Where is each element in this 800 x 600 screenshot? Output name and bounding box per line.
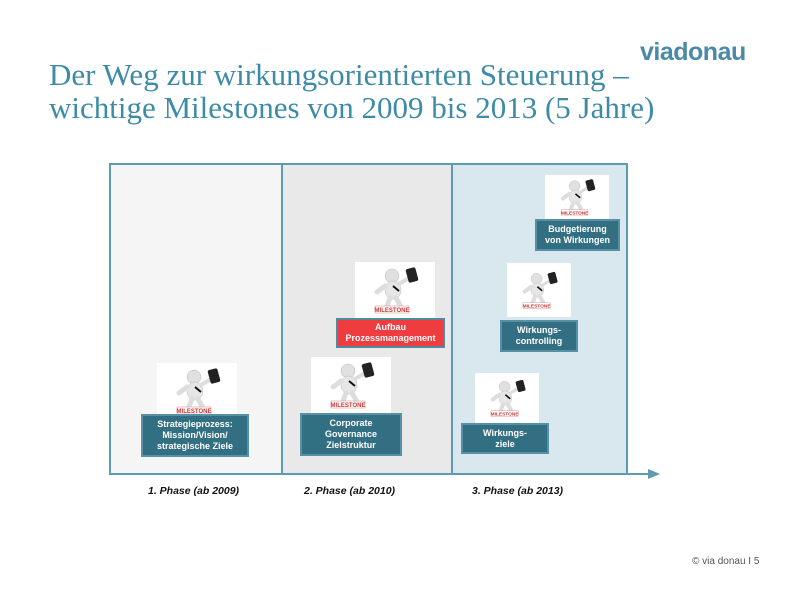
viadonau-logo: viadonau (640, 38, 746, 66)
milestone-figure-icon: MILESTONE (545, 175, 609, 219)
svg-text:MILESTONE: MILESTONE (331, 403, 366, 409)
milestone-wirkungsziele: Wirkungs- ziele (461, 423, 549, 454)
milestone-strategieprozess: Strategieprozess: Mission/Vision/ strate… (141, 414, 249, 457)
phase-3-label: 3. Phase (ab 2013) (472, 485, 564, 497)
milestone-figure-icon: MILESTONE (311, 357, 391, 413)
milestone-budgetierung: Budgetierung von Wirkungen (535, 219, 620, 251)
slide-title: Der Weg zur wirkungsorientierten Steueru… (49, 58, 769, 124)
milestone-label: Budgetierung von Wirkungen (545, 224, 610, 245)
milestone-aufbau-prozessmanagement: Aufbau Prozessmanagement (336, 318, 445, 348)
milestone-figure-icon: MILESTONE (157, 363, 237, 419)
milestone-label: Corporate Governance Zielstruktur (324, 418, 378, 450)
milestone-figure-icon: MILESTONE (355, 262, 435, 318)
phase-2-label: 2. Phase (ab 2010) (304, 485, 396, 497)
milestone-label: Strategieprozess: Mission/Vision/ strate… (156, 419, 234, 451)
footer-copyright: © via donau I 5 (692, 556, 760, 567)
milestone-label: Wirkungs- ziele (483, 427, 527, 449)
milestone-label: Wirkungs- controlling (515, 325, 563, 346)
svg-text:MILESTONE: MILESTONE (523, 304, 552, 310)
timeline-arrow-icon (648, 469, 660, 479)
svg-text:MILESTONE: MILESTONE (375, 308, 410, 314)
milestone-figure-icon: MILESTONE (507, 263, 571, 317)
svg-text:MILESTONE: MILESTONE (561, 210, 588, 215)
svg-text:MILESTONE: MILESTONE (177, 409, 212, 415)
milestone-corporate-governance: Corporate Governance Zielstruktur (300, 413, 402, 456)
title-line-2: wichtige Milestones von 2009 bis 2013 (5… (49, 90, 655, 125)
milestone-wirkungscontrolling: Wirkungs- controlling (500, 320, 578, 352)
timeline-axis (109, 473, 649, 475)
milestone-figure-icon: MILESTONE (475, 373, 539, 423)
title-line-1: Der Weg zur wirkungsorientierten Steueru… (49, 57, 629, 92)
milestone-label: Aufbau Prozessmanagement (345, 322, 436, 343)
svg-text:MILESTONE: MILESTONE (491, 412, 520, 418)
phase-1-label: 1. Phase (ab 2009) (148, 485, 240, 497)
